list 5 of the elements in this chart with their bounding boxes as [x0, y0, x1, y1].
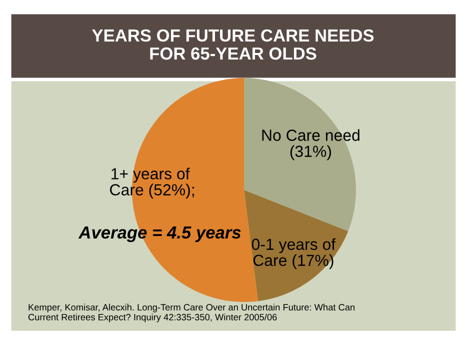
text: Kemper, Komisar, Alecxih. Long-Term Care Over an Uncertain Future: What Can Current Retirees Expect? Inquiry 42:335-350, Winter 2005/06: [28, 304, 354, 322]
text: ;: [192, 186, 194, 198]
chart-title: YEARS OF FUTURE CARE NEEDS FOR 65-YEAR OLDS: [92, 29, 374, 60]
slice-label: No Care need (31%): [262, 129, 360, 160]
pie-slice: [244, 190, 348, 302]
